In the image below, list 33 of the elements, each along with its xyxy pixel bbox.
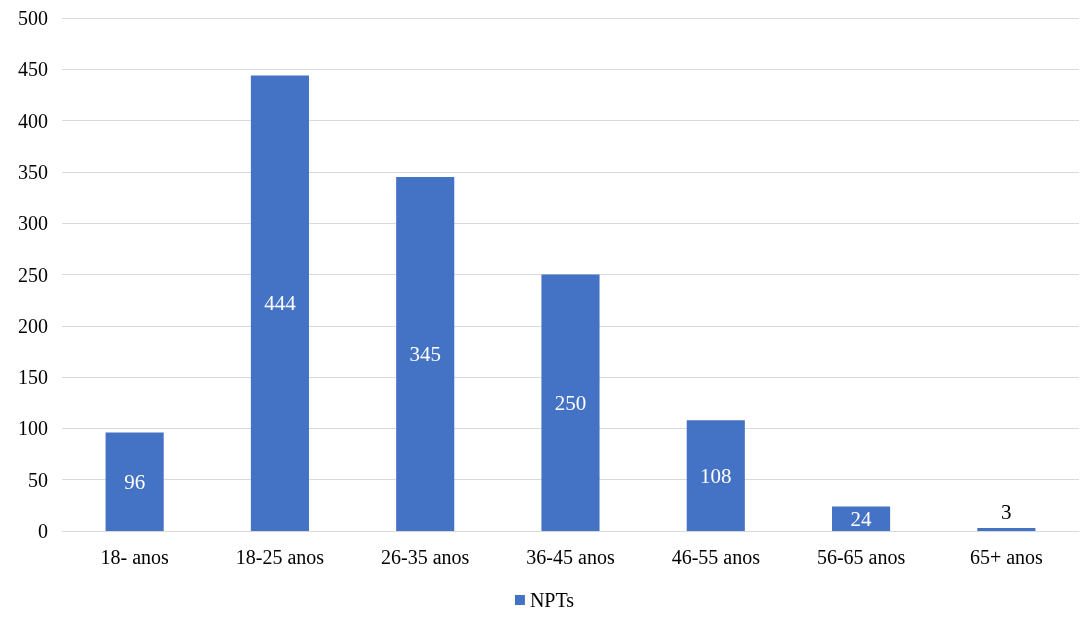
x-tick-label: 65+ anos [969,546,1044,568]
bar [977,527,1036,531]
y-tick-label: 150 [18,366,48,389]
data-label: 345 [409,342,441,367]
y-tick-label: 350 [18,160,48,183]
x-tick-label: 36-45 anos [526,546,615,568]
y-tick-label: 450 [18,58,48,81]
x-tick-label: 46-55 anos [671,546,761,568]
bar [686,420,745,531]
data-label: 108 [700,463,732,488]
y-tick-label: 250 [18,263,48,286]
y-tick-label: 200 [18,314,48,337]
x-tick-label: 56-65 anos [816,546,906,568]
data-label: 3 [1001,500,1012,525]
y-tick-label: 500 [18,7,48,29]
bar [396,177,455,531]
y-tick-label: 100 [18,417,48,440]
data-label: 24 [850,506,873,531]
bar [832,506,891,531]
legend-label: NPTs [529,589,575,611]
bar [250,75,309,531]
bar [105,432,164,531]
y-tick-label: 50 [28,468,48,491]
x-tick-label: 26-35 anos [381,546,470,568]
y-tick-label: 300 [18,212,48,235]
y-tick-label: 0 [38,520,48,542]
y-tick-label: 400 [18,109,48,132]
data-label: 96 [124,469,146,494]
x-tick-label: 18- anos [100,546,170,568]
data-label: 250 [554,390,587,415]
x-tick-label: 18-25 anos [235,546,325,568]
bar [541,274,600,531]
data-label: 444 [264,291,297,316]
